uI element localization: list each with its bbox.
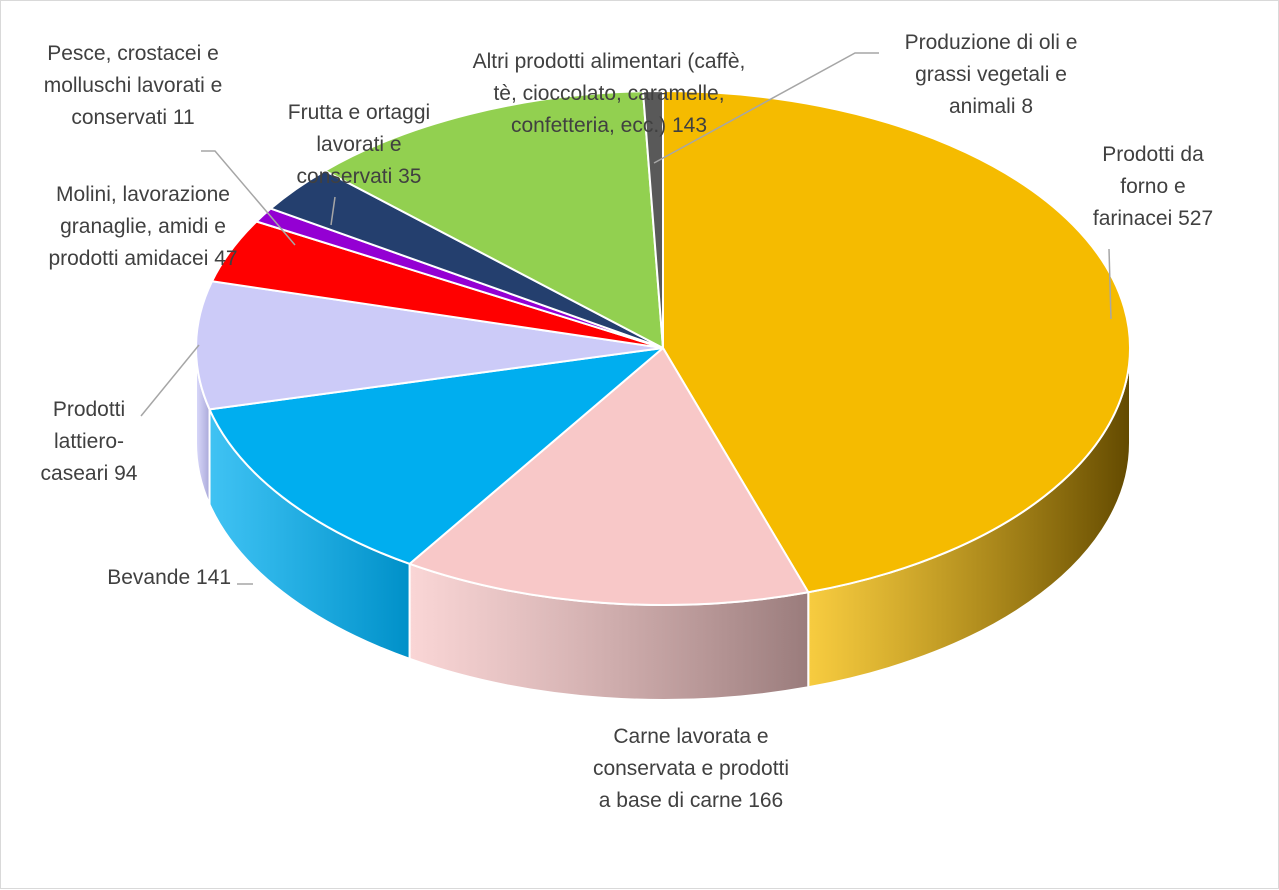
slice-3 <box>195 280 664 411</box>
slice-label-3: Prodotti lattiero-caseari 94 <box>41 398 138 485</box>
leader-line-5 <box>201 150 296 246</box>
slice-label-line: Pesce, crostacei e <box>47 42 219 65</box>
slice-label-line: conservati 11 <box>71 106 194 129</box>
slice-label-line: grassi vegetali e <box>915 63 1067 86</box>
slice-labels: Prodotti da forno e farinacei 527 Carne lav… <box>41 31 1214 812</box>
slice-2 <box>208 347 664 565</box>
slice-label-line: forno e <box>1120 175 1185 198</box>
slice-1 <box>408 347 810 606</box>
slice-label-2: Bevande 141 <box>107 566 231 589</box>
slice-label-line: Altri prodotti alimentari (caffè, <box>473 50 746 73</box>
slice-label-4: Molini, lavorazione granaglie, amidi e pro… <box>48 183 237 270</box>
slice-label-line: Molini, lavorazione <box>56 183 230 206</box>
slice-label-5: Pesce, crostacei e molluschi lavorati e co… <box>44 42 223 129</box>
leader-line-6 <box>330 196 336 226</box>
slice-label-line: conservata e prodotti <box>593 757 789 780</box>
slice-label-line: Prodotti da <box>1102 143 1204 166</box>
slice-label-0: Prodotti da forno e farinacei 527 <box>1093 143 1213 230</box>
slice-label-line: Bevande 141 <box>107 566 231 589</box>
slice-label-line: Frutta e ortaggi <box>288 101 430 124</box>
slice-label-line: Produzione di oli e <box>905 31 1078 54</box>
slice-label-line: granaglie, amidi e <box>60 215 226 238</box>
slice-label-1: Carne lavorata e conservata e prodotti a b… <box>593 725 789 812</box>
slice-7 <box>323 90 664 349</box>
slice-label-line: caseari 94 <box>41 462 138 485</box>
slice-label-line: lattiero- <box>54 430 124 453</box>
slice-label-line: animali 8 <box>949 95 1033 118</box>
slice-label-line: farinacei 527 <box>1093 207 1213 230</box>
leader-line-8 <box>653 52 879 164</box>
slice-8 <box>641 90 664 349</box>
slice-label-8: Produzione di oli e grassi vegetali e anim… <box>905 31 1078 118</box>
slice-label-7: Altri prodotti alimentari (caffè, tè, cio… <box>473 50 746 137</box>
slice-label-line: prodotti amidacei 47 <box>48 247 237 270</box>
pie-side-walls <box>195 347 1131 701</box>
leader-line-3 <box>140 344 200 417</box>
leader-line-0 <box>1108 248 1112 320</box>
slice-label-line: conservati 35 <box>297 165 422 188</box>
slice-label-line: lavorati e <box>316 133 401 156</box>
slice-label-6: Frutta e ortaggi lavorati e conservati 35 <box>288 101 430 188</box>
slice-label-line: a base di carne 166 <box>599 789 783 812</box>
pie-top <box>195 90 1131 606</box>
slice-label-line: Carne lavorata e <box>613 725 768 748</box>
slice-0 <box>662 90 1131 594</box>
leader-lines <box>140 52 1112 585</box>
slice-label-line: confetteria, ecc.) 143 <box>511 114 707 137</box>
slice-label-line: molluschi lavorati e <box>44 74 223 97</box>
slice-label-line: tè, cioccolato, caramelle, <box>493 82 724 105</box>
slice-label-line: Prodotti <box>53 398 125 421</box>
